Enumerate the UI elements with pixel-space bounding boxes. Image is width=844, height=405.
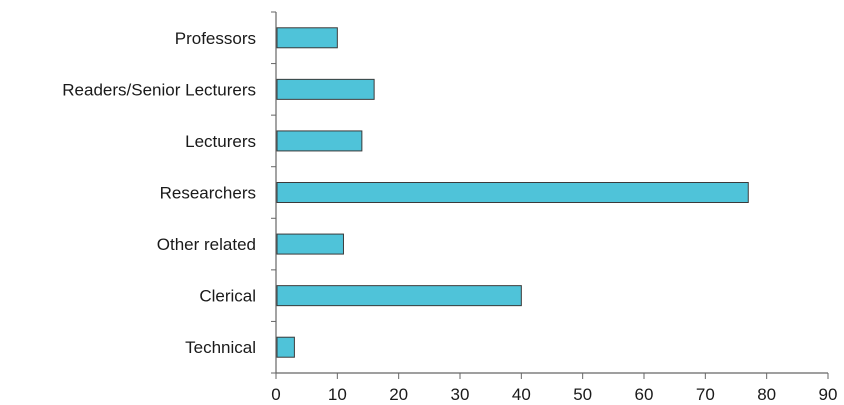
x-tick-label: 80 — [757, 385, 776, 404]
category-label: Professors — [175, 29, 256, 48]
bars-layer — [276, 27, 749, 358]
category-label: Lecturers — [185, 132, 256, 151]
bar-clerical — [276, 285, 522, 307]
bar-technical — [276, 336, 295, 358]
x-tick-label: 20 — [389, 385, 408, 404]
x-tick-label: 40 — [512, 385, 531, 404]
ticks-layer — [271, 11, 829, 379]
category-label: Other related — [157, 235, 256, 254]
bar-researchers — [276, 182, 749, 203]
x-tick-label: 0 — [271, 385, 280, 404]
x-tick-label: 60 — [635, 385, 654, 404]
bar-readers-senior-lecturers — [276, 78, 375, 100]
x-tick-label: 50 — [573, 385, 592, 404]
x-tick-label: 70 — [696, 385, 715, 404]
x-tick-label: 30 — [451, 385, 470, 404]
bar-lecturers — [276, 130, 363, 152]
bar-professors — [276, 27, 338, 49]
category-label: Readers/Senior Lecturers — [62, 80, 256, 99]
category-label: Technical — [185, 338, 256, 357]
category-label: Clerical — [199, 287, 256, 306]
category-label: Researchers — [160, 184, 256, 203]
bar-other-related — [276, 233, 344, 255]
x-tick-label: 10 — [328, 385, 347, 404]
labels-layer: Professors Readers/Senior Lecturers Lectur… — [62, 29, 837, 404]
x-tick-label: 90 — [819, 385, 838, 404]
axes-layer — [275, 12, 828, 374]
